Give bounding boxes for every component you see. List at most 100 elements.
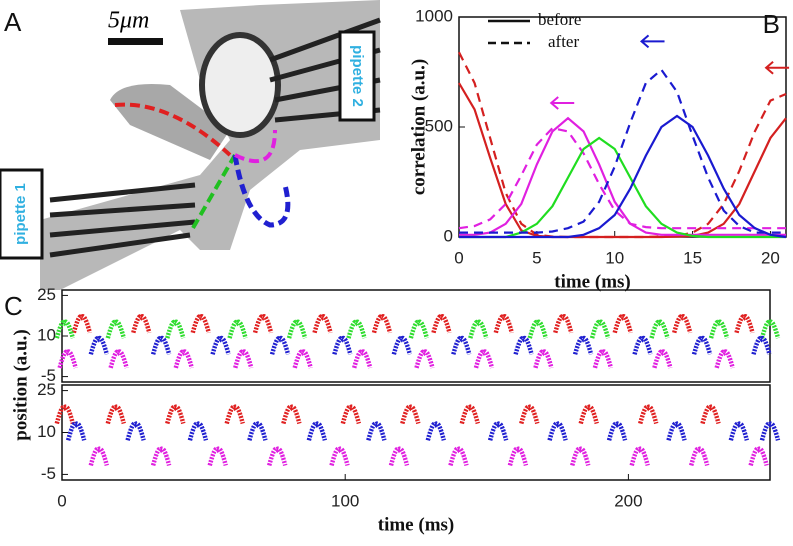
arch-marker: [388, 446, 410, 466]
pipette-2-box: [338, 30, 376, 122]
arch-marker: [572, 335, 594, 355]
line-series: [458, 126, 786, 230]
plot-frame: [61, 384, 771, 481]
line-series: [459, 116, 786, 236]
arch-marker: [400, 404, 421, 425]
line-series: [459, 114, 787, 239]
y-tick-label: -5: [41, 464, 56, 483]
shift-arrow: [639, 34, 665, 49]
arch-marker: [448, 446, 469, 466]
arch-marker: [267, 446, 288, 466]
arch-marker: [708, 319, 730, 339]
x-tick-label: 100: [331, 491, 359, 510]
arch-marker: [714, 349, 735, 369]
arch-marker: [589, 319, 611, 339]
cell-body: [110, 84, 230, 160]
line-series: [459, 136, 786, 239]
panel-label: A: [4, 7, 22, 37]
y-tick-label: -5: [41, 366, 56, 385]
y-axis-label: correlation (a.u.): [408, 59, 429, 195]
arch-marker: [210, 335, 231, 355]
path-blue: [232, 154, 291, 228]
y-tick-label: 10: [37, 422, 56, 441]
arch-marker: [187, 421, 209, 441]
arch-marker: [553, 314, 574, 334]
arch-marker: [125, 421, 146, 441]
pipette-1: [49, 182, 196, 258]
plot-frame: [61, 289, 771, 383]
arch-marker: [352, 349, 373, 369]
arch-marker: [108, 349, 129, 369]
arch-marker: [493, 314, 514, 334]
arch-marker: [606, 421, 628, 441]
line-series: [459, 68, 786, 234]
arch-marker: [281, 404, 302, 425]
y-tick-label: 500: [425, 116, 453, 135]
arch-marker: [227, 319, 248, 339]
arch-marker: [371, 314, 393, 334]
arch-marker: [306, 421, 328, 441]
scale-bar: [108, 38, 163, 45]
x-tick-label: 0: [454, 248, 463, 267]
arch-marker: [286, 319, 308, 339]
arch-marker: [666, 421, 687, 441]
arch-marker: [105, 319, 126, 339]
x-tick-label: 200: [614, 491, 642, 510]
x-tick-label: 10: [605, 248, 624, 267]
legend-label: after: [548, 32, 579, 51]
arch-marker: [247, 421, 268, 441]
arch-marker: [612, 314, 633, 334]
x-tick-label: 15: [683, 248, 702, 267]
arch-marker: [759, 421, 781, 441]
arch-marker: [165, 319, 186, 339]
arch-marker: [748, 446, 769, 466]
path-red: [114, 102, 232, 157]
arch-marker: [507, 446, 529, 466]
y-tick-label: 0: [444, 226, 453, 245]
path-magenta: [234, 129, 277, 164]
arch-marker: [700, 404, 721, 425]
arch-marker: [547, 421, 568, 441]
arch-marker: [578, 404, 599, 425]
x-tick-label: 0: [57, 491, 66, 510]
pipette-1-box: [0, 168, 44, 260]
x-tick-label: 20: [761, 248, 780, 267]
arch-marker: [233, 349, 254, 369]
arch-marker: [638, 404, 659, 425]
arch-marker: [649, 319, 670, 339]
arch-marker: [533, 349, 554, 369]
arch-marker: [487, 421, 509, 441]
scale-bar-label: 5μm: [108, 8, 149, 34]
arch-marker: [71, 314, 92, 334]
plot-frame: [458, 16, 787, 238]
shift-arrow: [764, 61, 790, 75]
x-axis-label: time (ms): [554, 271, 631, 292]
arch-marker: [629, 446, 650, 466]
arch-marker: [292, 349, 313, 369]
arch-marker: [570, 446, 591, 466]
arch-marker: [340, 404, 362, 425]
arch-marker: [329, 446, 350, 466]
arch-marker: [473, 349, 495, 369]
arch-marker: [190, 314, 211, 334]
arch-marker: [431, 314, 452, 334]
arch-marker: [408, 319, 430, 339]
y-tick-label: 10: [37, 325, 56, 344]
arch-marker: [269, 335, 291, 355]
arch-marker: [468, 319, 489, 339]
arch-marker: [728, 421, 750, 441]
arch-marker: [459, 404, 480, 425]
arch-marker: [734, 314, 755, 334]
y-tick-label: 25: [37, 285, 56, 304]
arch-marker: [150, 335, 172, 355]
cell-nucleus: [199, 32, 281, 138]
arch-marker: [425, 421, 447, 441]
arch-marker: [632, 335, 653, 355]
arch-marker: [652, 349, 673, 369]
arch-marker: [88, 446, 109, 466]
arch-marker: [391, 335, 413, 355]
y-axis-label: position (a.u.): [10, 329, 31, 440]
arch-marker: [207, 446, 228, 466]
arch-marker: [131, 314, 152, 334]
arch-marker: [751, 335, 772, 355]
